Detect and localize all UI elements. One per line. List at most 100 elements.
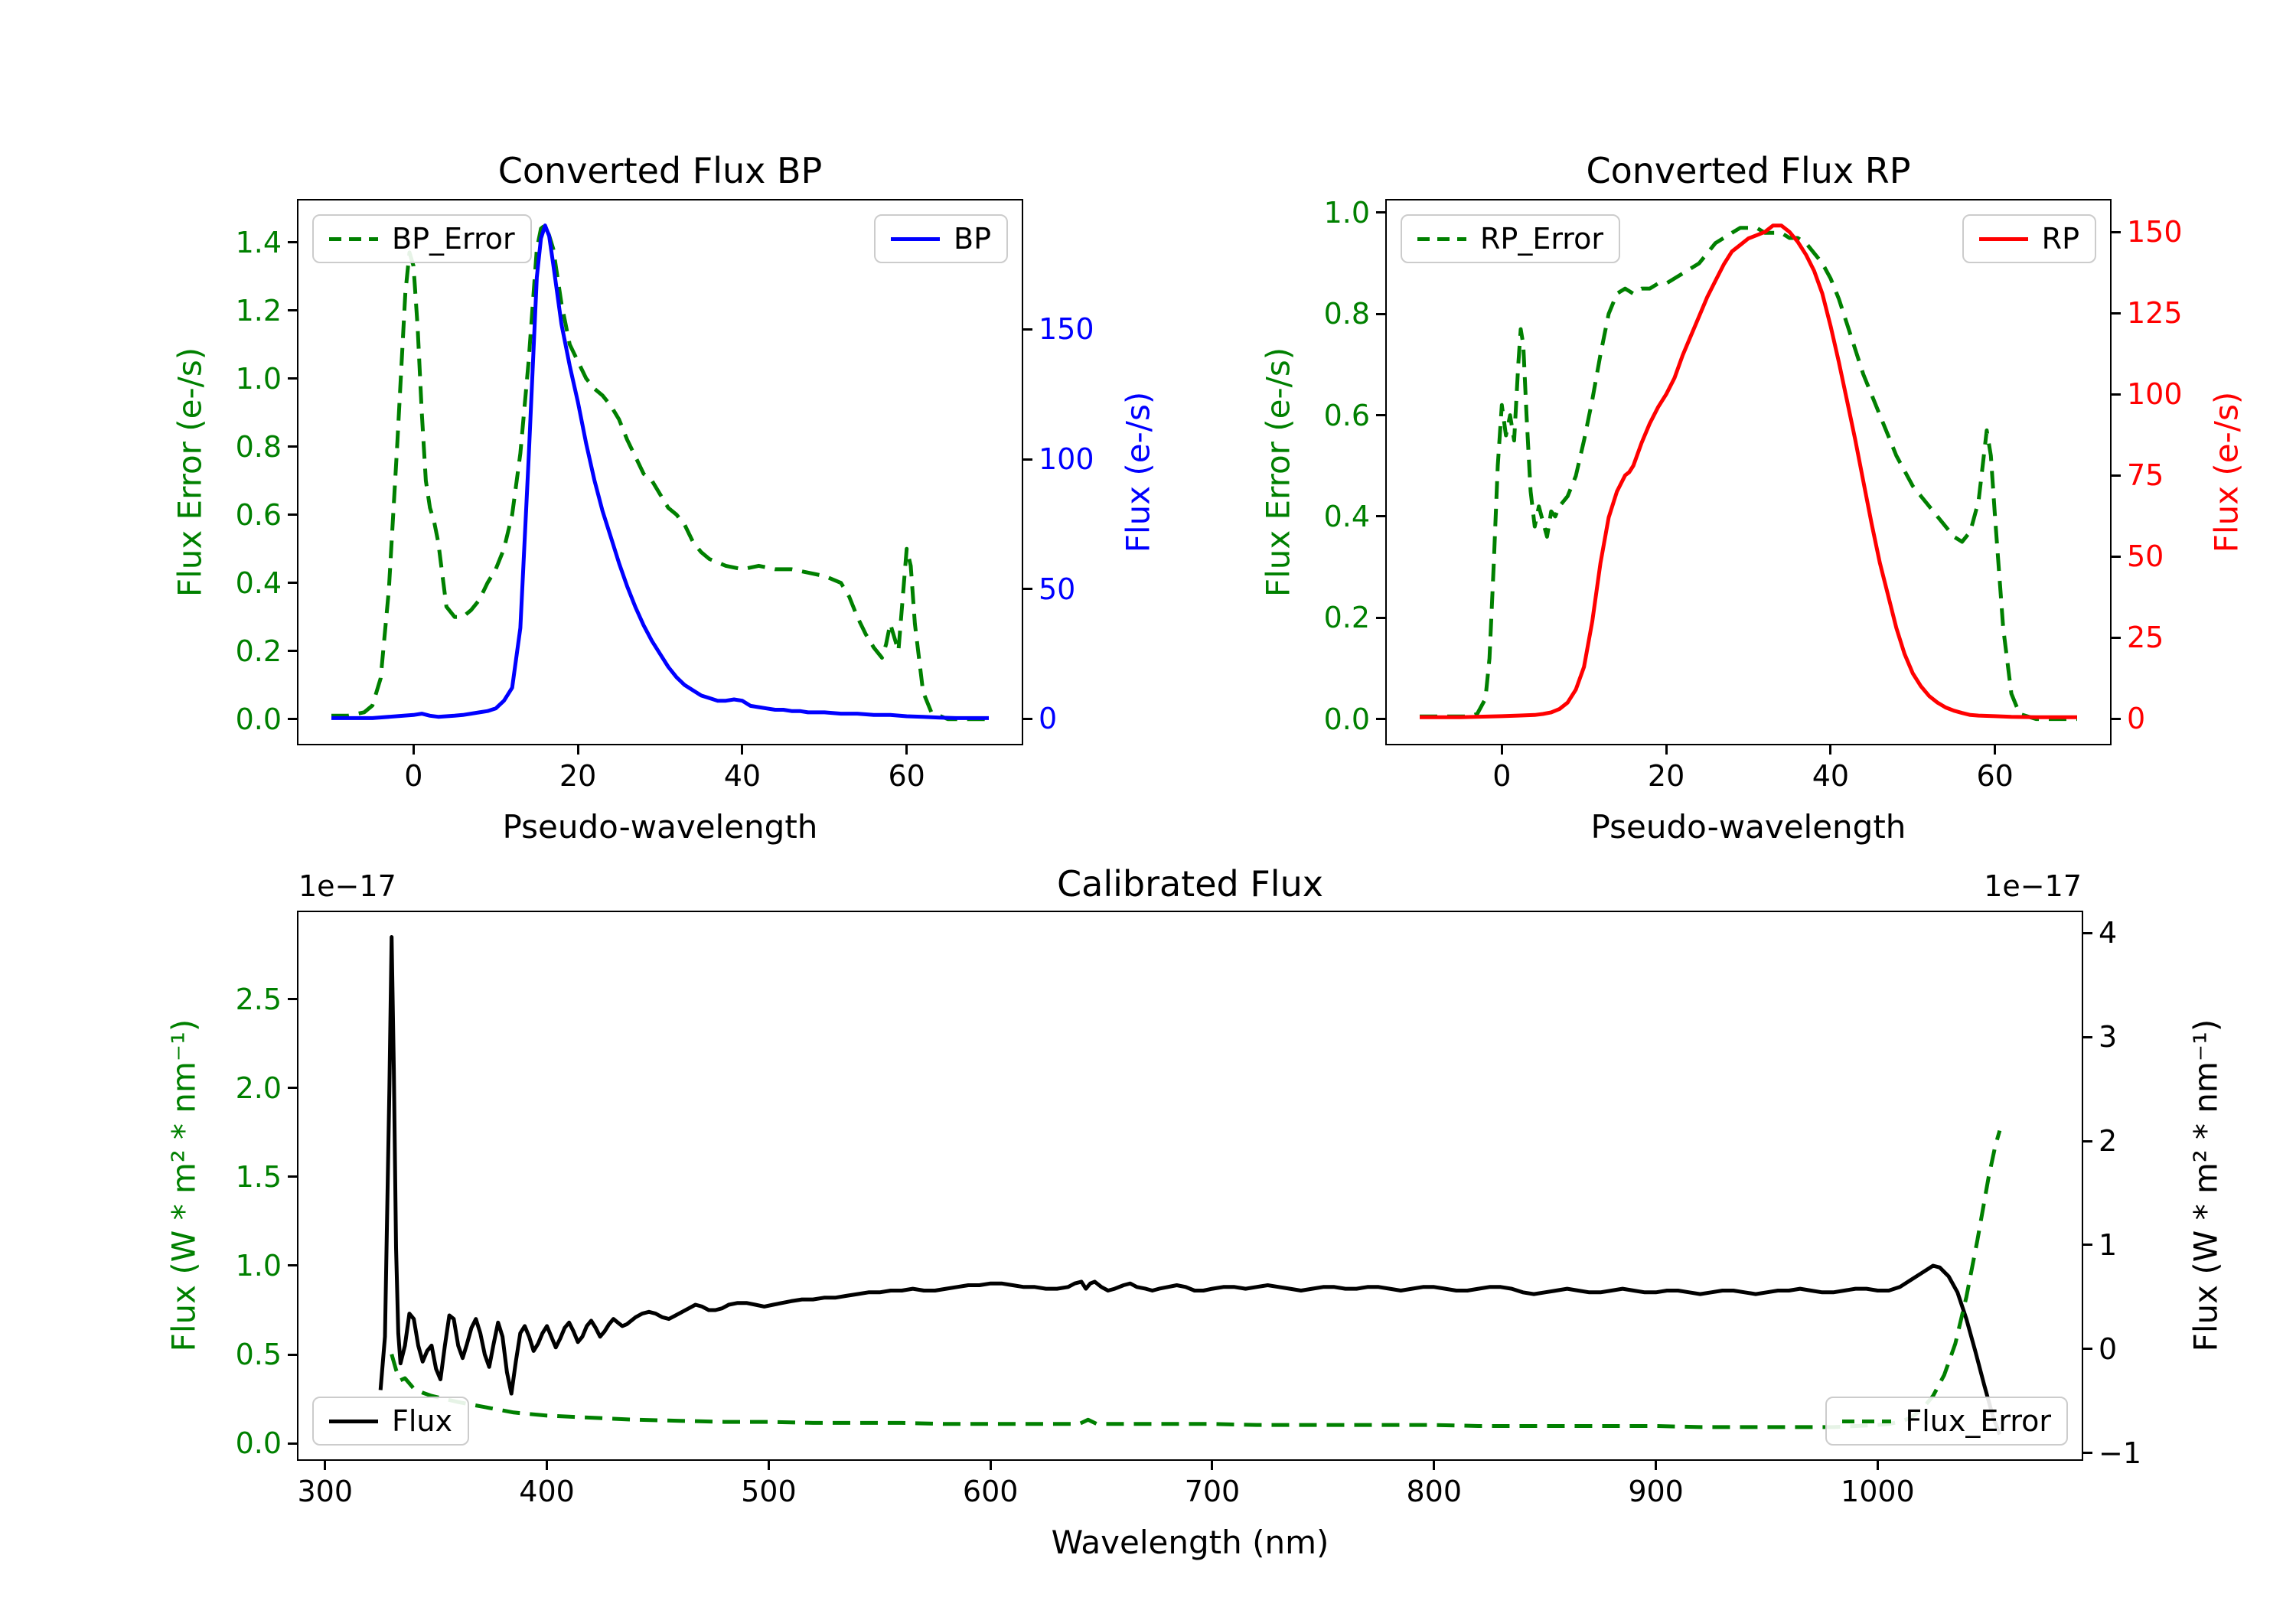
y-left-tick-mark <box>288 309 298 312</box>
y-right-tick-mark <box>2082 1139 2092 1143</box>
bp-xaxis-label: Pseudo-wavelength <box>502 808 818 846</box>
x-tick-mark <box>576 744 579 755</box>
legend-Flux_Error: Flux_Error <box>1825 1397 2068 1446</box>
y-left-tick-mark <box>1376 616 1387 619</box>
legend-label: Flux <box>392 1404 452 1438</box>
legend-BP_Error: BP_Error <box>312 214 532 263</box>
x-tick-mark <box>1829 744 1832 755</box>
y-left-tick-label: 1.5 <box>235 1159 282 1194</box>
y-right-tick-label: 2 <box>2099 1124 2118 1159</box>
y-left-tick-mark <box>1376 718 1387 721</box>
series-line-RP <box>1420 223 2077 719</box>
legend-Flux: Flux <box>312 1397 469 1446</box>
series-line-BP <box>331 223 989 720</box>
y-left-tick-mark <box>288 1087 298 1090</box>
y-left-tick-label: 0.2 <box>235 634 282 668</box>
y-left-tick-mark <box>288 241 298 244</box>
legend-BP: BP <box>874 214 1008 263</box>
y-left-tick-mark <box>288 718 298 721</box>
cal-right-axis-offset-text: 1e−17 <box>1984 869 2082 903</box>
x-tick-label: 700 <box>1184 1475 1241 1508</box>
x-tick-mark <box>1433 1459 1436 1470</box>
y-left-tick-mark <box>288 582 298 585</box>
y-right-tick-label: 25 <box>2127 621 2164 655</box>
x-tick-label: 400 <box>519 1475 575 1508</box>
x-tick-mark <box>1876 1459 1879 1470</box>
y-left-tick-label: 0.5 <box>235 1338 282 1372</box>
y-left-tick-label: 1.4 <box>235 225 282 259</box>
y-left-tick-label: 0.8 <box>235 429 282 464</box>
y-left-tick-label: 0.6 <box>235 497 282 532</box>
y-left-tick-mark <box>288 1442 298 1445</box>
x-tick-mark <box>767 1459 770 1470</box>
y-right-tick-label: 50 <box>1039 572 1076 606</box>
series-line-BP_Error <box>331 223 989 722</box>
legend-RP: RP <box>1962 214 2096 263</box>
series-line-Flux <box>378 935 2002 1436</box>
bp-axes-spine <box>297 199 1023 745</box>
y-right-tick-mark <box>2082 1035 2092 1038</box>
y-right-tick-label: 1 <box>2099 1227 2118 1262</box>
x-tick-mark <box>741 744 744 755</box>
x-tick-label: 40 <box>1812 759 1850 793</box>
bp-series-svg <box>331 223 989 722</box>
y-left-tick-label: 0.0 <box>1323 702 1370 736</box>
y-right-tick-mark <box>2110 230 2121 233</box>
legend-label: RP_Error <box>1480 222 1603 256</box>
y-right-tick-mark <box>2082 931 2092 934</box>
y-right-tick-label: 50 <box>2127 539 2164 574</box>
cal-series-svg <box>378 935 2002 1436</box>
x-tick-label: 0 <box>404 759 423 793</box>
y-right-tick-mark <box>1022 717 1032 720</box>
legend-label: RP <box>2041 222 2079 256</box>
y-left-tick-mark <box>288 445 298 448</box>
y-right-tick-mark <box>1022 588 1032 591</box>
y-left-tick-label: 0.4 <box>1323 499 1370 533</box>
legend-label: BP <box>954 222 991 256</box>
y-right-tick-label: −1 <box>2099 1436 2142 1470</box>
y-right-tick-label: 100 <box>1039 442 1094 477</box>
y-left-tick-label: 0.8 <box>1323 297 1370 331</box>
y-right-tick-mark <box>2110 636 2121 639</box>
y-right-tick-mark <box>2110 555 2121 558</box>
y-left-tick-mark <box>288 998 298 1001</box>
x-tick-mark <box>1211 1459 1214 1470</box>
x-tick-mark <box>324 1459 327 1470</box>
y-right-tick-mark <box>1022 328 1032 331</box>
y-left-tick-mark <box>1376 515 1387 518</box>
y-right-tick-mark <box>2082 1244 2092 1247</box>
y-left-tick-mark <box>1376 414 1387 417</box>
x-tick-mark <box>412 744 415 755</box>
y-right-tick-label: 100 <box>2127 377 2183 412</box>
legend-label: Flux_Error <box>1905 1404 2051 1438</box>
y-right-tick-label: 0 <box>2127 702 2146 736</box>
y-right-tick-mark <box>1022 458 1032 461</box>
y-left-tick-label: 1.0 <box>235 1248 282 1283</box>
y-right-tick-mark <box>2110 393 2121 396</box>
x-tick-label: 40 <box>723 759 762 793</box>
y-left-tick-label: 1.2 <box>235 293 282 328</box>
y-left-tick-mark <box>288 1175 298 1178</box>
legend-line-sample <box>1842 1419 1892 1423</box>
x-tick-label: 900 <box>1628 1475 1684 1508</box>
series-line-RP_Error <box>1420 226 2077 722</box>
x-tick-mark <box>905 744 908 755</box>
y-left-tick-label: 0.0 <box>235 702 282 736</box>
y-left-tick-mark <box>288 1264 298 1267</box>
x-tick-label: 600 <box>962 1475 1019 1508</box>
y-left-tick-label: 0.0 <box>235 1426 282 1461</box>
y-right-tick-mark <box>2082 1452 2092 1455</box>
y-right-tick-label: 150 <box>2127 215 2183 249</box>
y-left-tick-mark <box>1376 211 1387 214</box>
x-tick-label: 500 <box>741 1475 797 1508</box>
y-right-tick-mark <box>2110 717 2121 720</box>
x-tick-label: 0 <box>1492 759 1512 793</box>
series-line-Flux_Error <box>390 1129 2002 1429</box>
legend-line-sample <box>329 236 378 241</box>
y-right-tick-mark <box>2110 474 2121 477</box>
y-left-tick-mark <box>288 1353 298 1356</box>
